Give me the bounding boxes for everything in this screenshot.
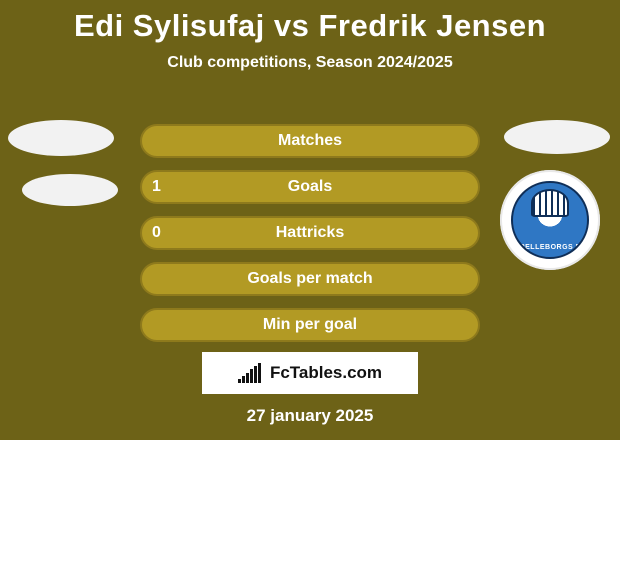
stat-row: Matches	[0, 118, 620, 164]
stat-row: Goals per match	[0, 256, 620, 302]
branding-bar	[254, 366, 257, 383]
branding-bar	[258, 363, 261, 383]
stat-pill: Hattricks	[140, 216, 480, 250]
stat-label: Goals	[288, 178, 332, 196]
branding-bar	[242, 376, 245, 383]
stat-row: Hattricks 0	[0, 210, 620, 256]
stat-label: Matches	[278, 132, 342, 150]
stat-left-value: 1	[152, 170, 161, 204]
stat-pill: Matches	[140, 124, 480, 158]
date-text: 27 january 2025	[0, 406, 620, 426]
stat-pill: Min per goal	[140, 308, 480, 342]
page-title: Edi Sylisufaj vs Fredrik Jensen	[0, 0, 620, 44]
branding-box: FcTables.com	[202, 352, 418, 394]
stat-label: Hattricks	[276, 224, 344, 242]
stat-left-value: 0	[152, 216, 161, 250]
stat-row: Min per goal	[0, 302, 620, 348]
branding-bar	[250, 369, 253, 383]
branding-bar	[246, 373, 249, 383]
stat-row: Goals 1	[0, 164, 620, 210]
stats-rows: Matches Goals 1 Hattricks 0 Goals per match Mi…	[0, 118, 620, 348]
branding-bar	[238, 379, 241, 383]
stat-pill: Goals per match	[140, 262, 480, 296]
stat-label: Goals per match	[247, 270, 372, 288]
branding-bars-icon	[238, 363, 264, 383]
comparison-card: Edi Sylisufaj vs Fredrik Jensen Club com…	[0, 0, 620, 440]
subtitle: Club competitions, Season 2024/2025	[0, 54, 620, 72]
stat-pill: Goals	[140, 170, 480, 204]
branding-text: FcTables.com	[270, 363, 382, 383]
stat-label: Min per goal	[263, 316, 357, 334]
